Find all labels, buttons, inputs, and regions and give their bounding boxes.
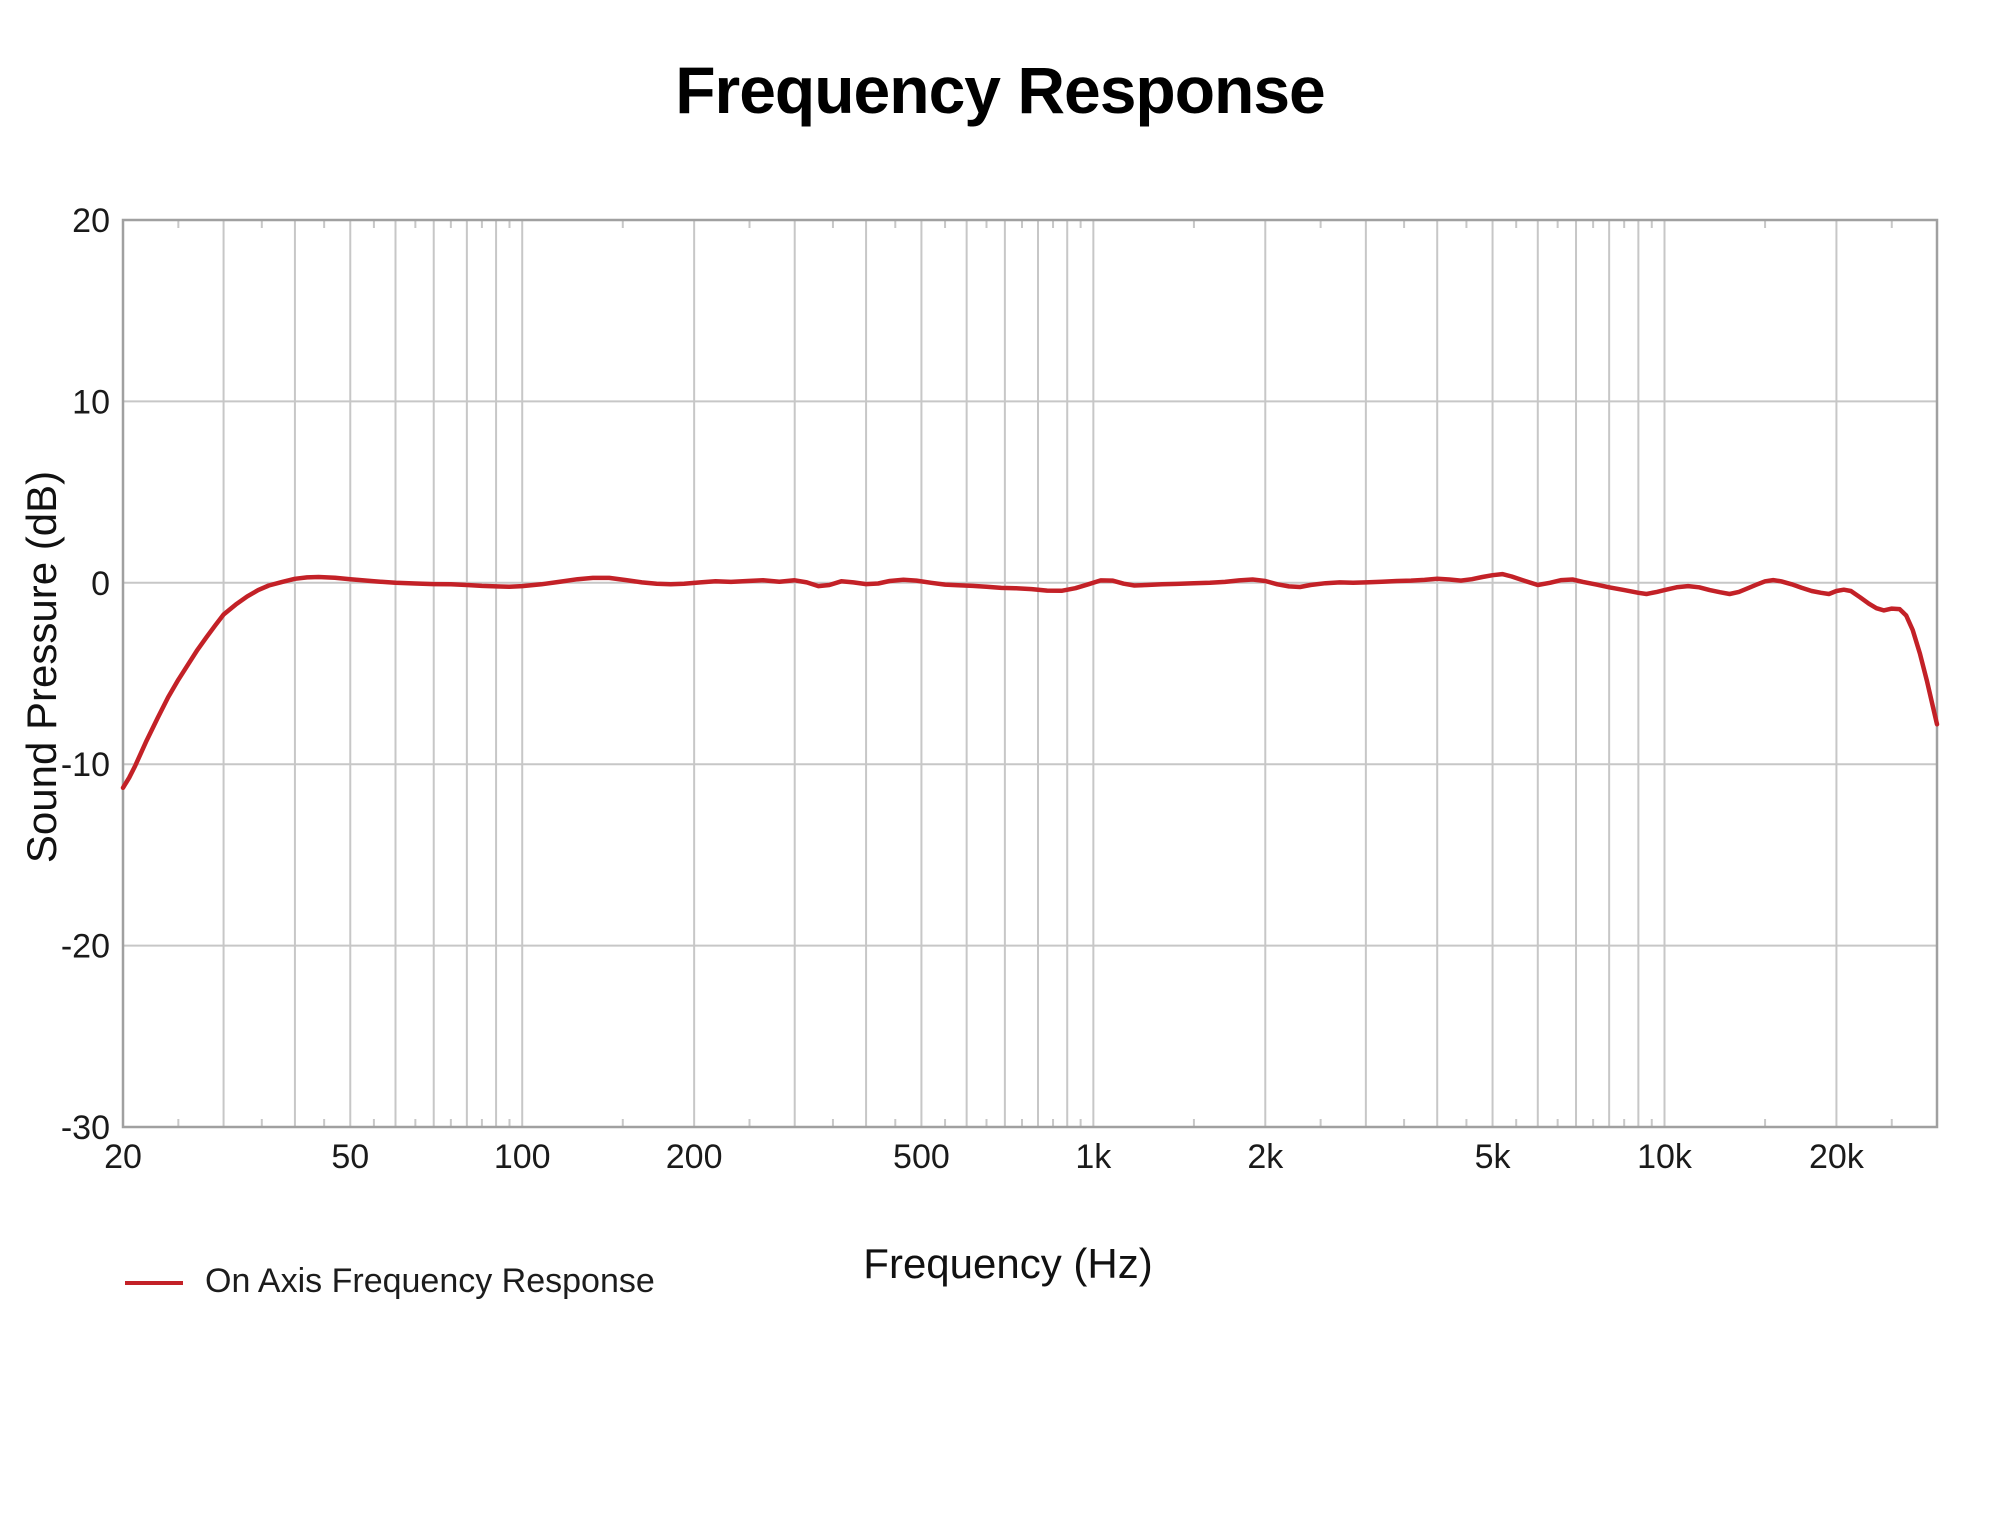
legend: On Axis Frequency Response (125, 1262, 655, 1301)
x-tick-label: 5k (1475, 1138, 1512, 1176)
response-curve (120, 571, 1940, 791)
x-tick-label: 20 (104, 1138, 142, 1176)
y-tick-label: 20 (72, 202, 110, 240)
x-tick-label: 500 (893, 1138, 950, 1176)
x-tick-label: 200 (666, 1138, 723, 1176)
x-tick-label: 1k (1075, 1138, 1112, 1176)
x-tick-label: 10k (1637, 1138, 1693, 1176)
y-tick-label: -30 (61, 1109, 110, 1147)
y-tick-label: -10 (61, 746, 110, 784)
legend-line-swatch (125, 1280, 183, 1285)
chart-title: Frequency Response (675, 53, 1326, 127)
y-tick-label: 10 (72, 383, 110, 421)
y-tick-label: -20 (61, 928, 110, 966)
y-tick-label: 0 (91, 565, 110, 603)
y-axis-title: Sound Pressure (dB) (18, 470, 65, 864)
plot-frame (121, 218, 1939, 1129)
legend-label: On Axis Frequency Response (205, 1262, 655, 1300)
x-axis-title: Frequency (Hz) (863, 1240, 1153, 1287)
x-tick-label: 2k (1247, 1138, 1284, 1176)
x-tick-label: 20k (1809, 1138, 1865, 1176)
x-tick-label: 100 (494, 1138, 551, 1176)
x-tick-label: 50 (331, 1138, 369, 1176)
